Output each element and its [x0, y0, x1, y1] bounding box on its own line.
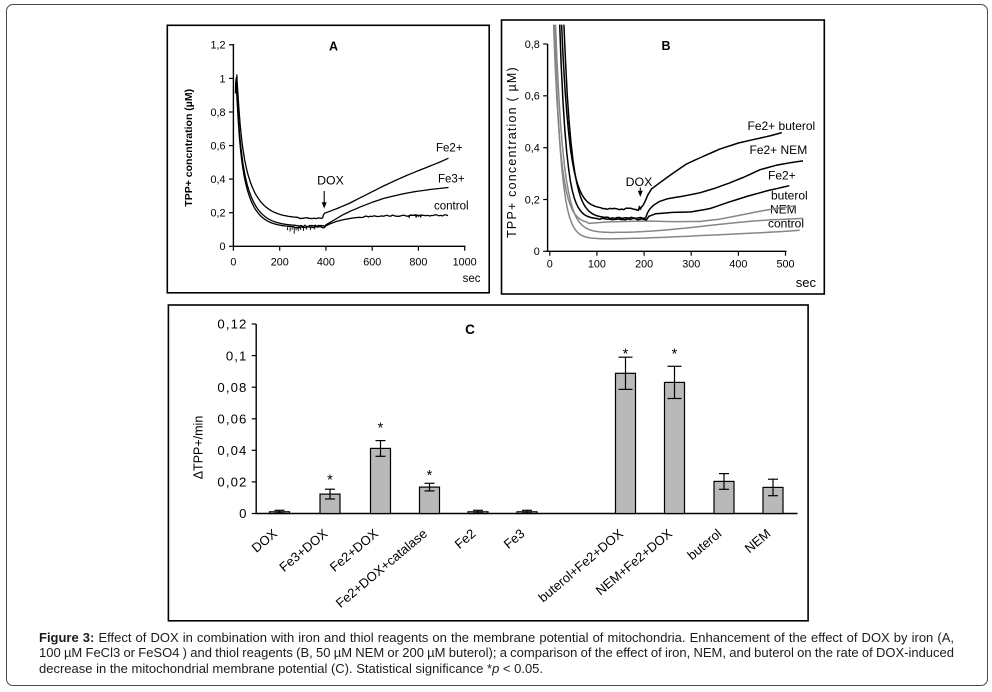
svg-text:800: 800 — [409, 257, 427, 269]
svg-text:TPP+ concntration (µM): TPP+ concntration (µM) — [183, 89, 195, 207]
svg-text:1000: 1000 — [453, 257, 477, 269]
svg-text:0,1: 0,1 — [226, 348, 248, 363]
svg-text:0,6: 0,6 — [525, 91, 540, 103]
svg-text:500: 500 — [776, 259, 794, 271]
svg-text:A: A — [329, 40, 338, 54]
svg-text:*: * — [672, 347, 678, 363]
svg-text:TPP+ concentration ( µM): TPP+ concentration ( µM) — [505, 66, 519, 238]
svg-text:400: 400 — [317, 257, 335, 269]
svg-text:sec: sec — [463, 273, 481, 285]
svg-text:B: B — [661, 39, 670, 53]
svg-text:buterol: buterol — [771, 189, 808, 203]
svg-text:DOX: DOX — [317, 174, 344, 188]
svg-text:Fe2: Fe2 — [452, 526, 479, 552]
svg-text:sec: sec — [796, 275, 817, 290]
svg-text:200: 200 — [635, 259, 653, 271]
svg-text:0: 0 — [239, 506, 247, 521]
svg-text:*: * — [378, 421, 384, 437]
svg-text:Fe2+ NEM: Fe2+ NEM — [750, 143, 808, 157]
svg-text:Fe2+ buterol: Fe2+ buterol — [748, 119, 816, 133]
svg-text:control: control — [434, 201, 469, 213]
svg-text:Fe2+: Fe2+ — [436, 143, 463, 155]
svg-text:0,6: 0,6 — [210, 141, 225, 153]
svg-text:0: 0 — [534, 246, 540, 258]
svg-text:300: 300 — [682, 259, 700, 271]
svg-text:100: 100 — [588, 259, 606, 271]
svg-text:Fe2+: Fe2+ — [768, 169, 796, 183]
svg-text:0,4: 0,4 — [210, 174, 225, 186]
svg-text:NEM: NEM — [742, 526, 774, 556]
svg-text:0,08: 0,08 — [217, 380, 247, 395]
svg-text:1,2: 1,2 — [210, 40, 225, 52]
svg-text:*: * — [623, 347, 629, 363]
svg-text:0,8: 0,8 — [210, 107, 225, 119]
svg-text:Fe2+DOX+catalase: Fe2+DOX+catalase — [333, 526, 430, 611]
svg-text:buterol+Fe2+DOX: buterol+Fe2+DOX — [535, 526, 626, 606]
svg-text:*: * — [427, 468, 433, 484]
svg-text:C: C — [465, 322, 475, 337]
svg-text:*: * — [327, 473, 333, 489]
svg-text:Fe3+DOX: Fe3+DOX — [276, 526, 330, 575]
svg-text:ΔTPP+/min: ΔTPP+/min — [192, 416, 206, 480]
svg-text:0: 0 — [230, 257, 236, 269]
svg-text:0,2: 0,2 — [210, 208, 225, 220]
svg-text:0,02: 0,02 — [217, 475, 247, 490]
svg-text:Fe3: Fe3 — [501, 526, 528, 552]
svg-text:200: 200 — [271, 257, 289, 269]
svg-text:0,2: 0,2 — [525, 194, 540, 206]
svg-text:0,12: 0,12 — [217, 317, 247, 332]
svg-text:DOX: DOX — [249, 526, 280, 556]
svg-text:600: 600 — [363, 257, 381, 269]
svg-text:1: 1 — [219, 73, 225, 85]
svg-text:DOX: DOX — [626, 175, 653, 189]
svg-text:0,4: 0,4 — [525, 143, 540, 155]
svg-text:0: 0 — [547, 259, 553, 271]
svg-text:0,04: 0,04 — [217, 443, 247, 458]
svg-text:0,06: 0,06 — [217, 412, 247, 427]
svg-text:buterol: buterol — [684, 526, 724, 563]
svg-text:0,8: 0,8 — [525, 39, 540, 51]
svg-text:0: 0 — [219, 241, 225, 253]
svg-text:Fe3+: Fe3+ — [438, 174, 465, 186]
svg-text:400: 400 — [729, 259, 747, 271]
